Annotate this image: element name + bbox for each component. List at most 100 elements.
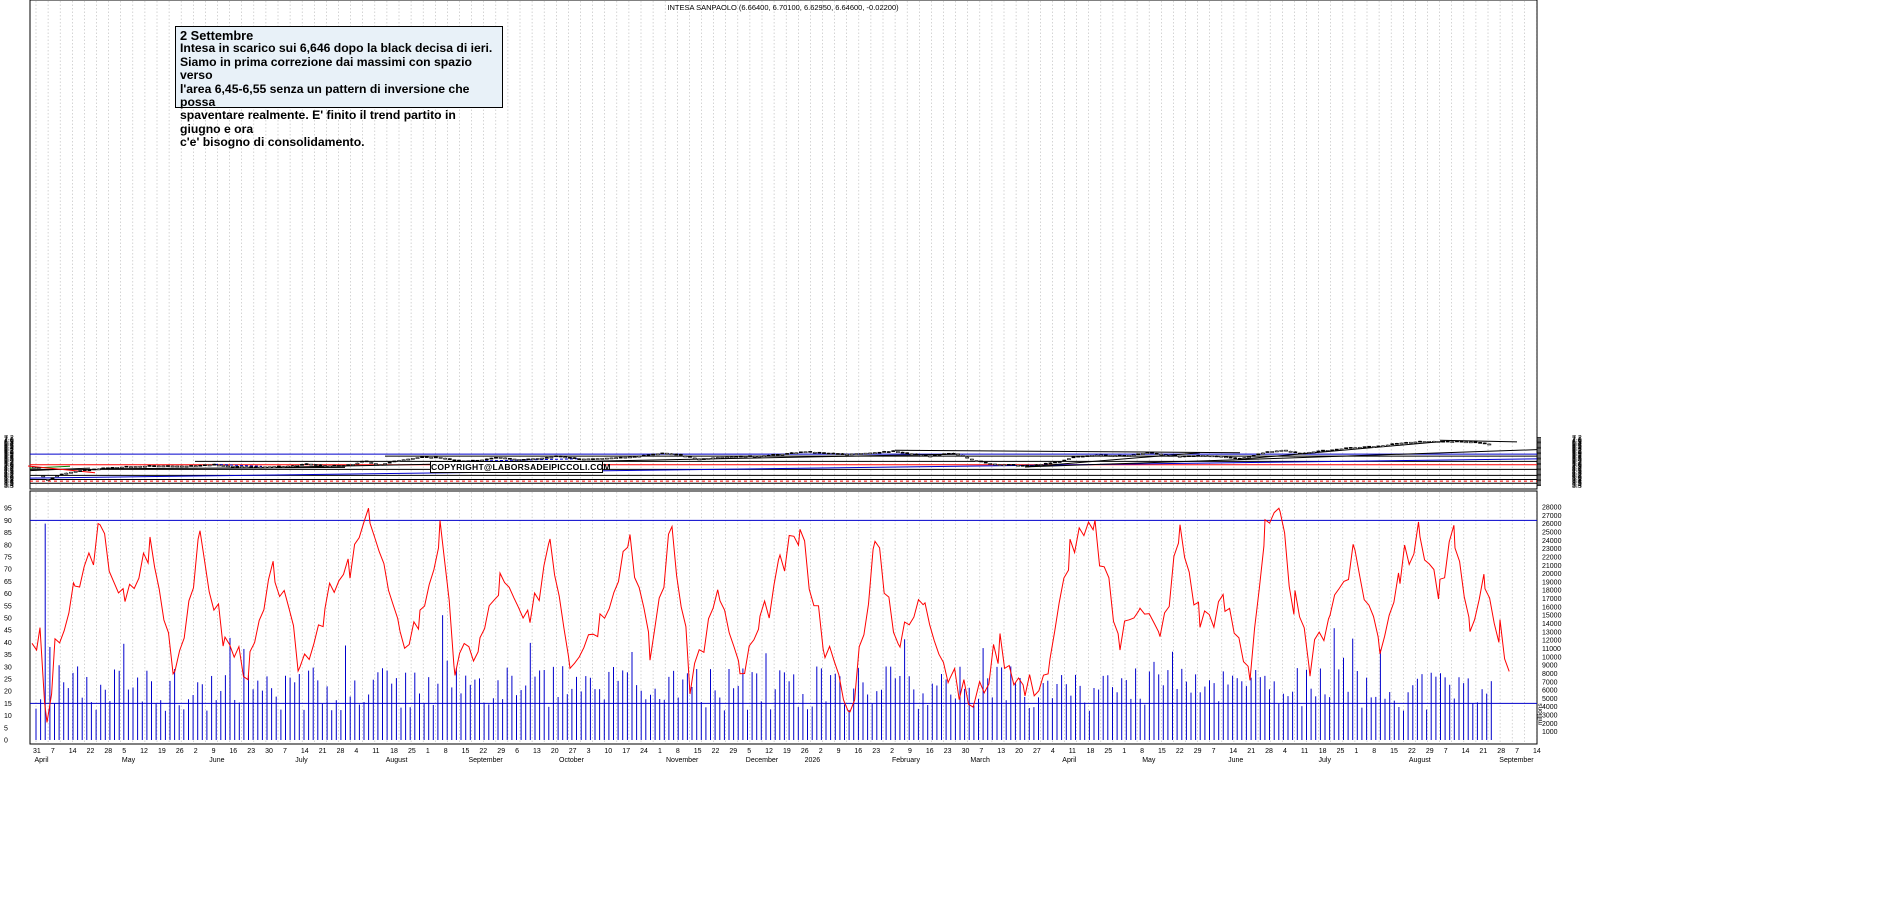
day-tick: 21: [1247, 748, 1255, 755]
candle-body: [1413, 441, 1418, 444]
day-tick: 1: [658, 748, 662, 755]
day-tick: 29: [729, 748, 737, 755]
candle-body: [979, 460, 984, 463]
day-tick: 2: [819, 748, 823, 755]
candle-body: [1251, 455, 1256, 457]
day-tick: 29: [497, 748, 505, 755]
candle-body: [166, 465, 170, 467]
candle-body: [891, 450, 896, 452]
candle-body: [1191, 455, 1196, 457]
day-tick: 22: [1176, 748, 1184, 755]
day-tick: 18: [1087, 748, 1095, 755]
month-label: April: [1062, 757, 1076, 764]
day-tick: 12: [765, 748, 773, 755]
price-tick-right: 7.0: [1572, 438, 1582, 445]
price-tick-right: 7.2: [1572, 435, 1582, 442]
oscillator-tick: 85: [4, 530, 12, 537]
candle-body: [179, 465, 184, 468]
candle-body: [1224, 456, 1228, 459]
price-tick-left: 6.2: [4, 447, 14, 454]
candle-body: [1339, 448, 1344, 451]
oscillator-tick: 60: [4, 591, 12, 598]
candle-body: [655, 453, 660, 456]
candle-body: [78, 470, 83, 472]
candle-body: [822, 452, 826, 454]
x-axis-labels: 31 7 14 22 28 5 12 19 26 2 9 16 23 30 7 14 21 28 4 11 18 25 1 8…: [33, 748, 1541, 764]
candle-body: [540, 457, 545, 460]
candle-body: [1261, 452, 1265, 455]
volume-tick: 16000: [1542, 604, 1562, 611]
candlesticks: [32, 440, 1492, 481]
price-tick-left: 5.3: [4, 458, 14, 465]
price-tick-right: 5.5: [1572, 456, 1582, 463]
candle-body: [549, 456, 554, 459]
candle-body: [1302, 452, 1307, 455]
candle-body: [734, 456, 739, 459]
day-tick: 25: [1104, 748, 1112, 755]
candle-body: [1201, 455, 1205, 457]
candle-body: [383, 463, 388, 465]
annotation-line: Intesa in scarico sui 6,646 dopo la blac…: [180, 41, 493, 56]
price-tick-right: 4.0: [1572, 474, 1582, 481]
candle-body: [1381, 445, 1385, 448]
annotation-title: 2 Settembre: [180, 28, 254, 43]
candle-body: [300, 464, 304, 466]
price-tick-right: 3.3: [1572, 483, 1582, 490]
candle-body: [1043, 462, 1048, 465]
price-tick-right: 5.9: [1572, 451, 1582, 458]
day-tick: 11: [1301, 748, 1308, 755]
price-tick-right: 5.4: [1572, 457, 1582, 464]
volume-tick: 6000: [1542, 688, 1558, 695]
day-tick: 26: [176, 748, 184, 755]
day-tick: 28: [104, 748, 112, 755]
price-tick-right: 5.0: [1572, 462, 1582, 469]
price-tick-right: 4.5: [1572, 468, 1582, 475]
candle-body: [808, 451, 813, 453]
candle-body: [1242, 457, 1247, 459]
candle-body: [997, 464, 1002, 466]
price-tick-left: 4.8: [4, 465, 14, 472]
candle-body: [1108, 455, 1113, 457]
oscillator-tick: 40: [4, 640, 12, 647]
candle-body: [143, 465, 147, 468]
candle-body: [969, 458, 974, 461]
candle-body: [1117, 454, 1122, 457]
candle-body: [1219, 455, 1224, 458]
candle-body: [993, 463, 997, 466]
trendline: [214, 463, 263, 467]
day-tick: 15: [694, 748, 702, 755]
candle-body: [688, 456, 692, 458]
candle-body: [683, 455, 688, 458]
day-tick: 13: [533, 748, 541, 755]
candle-body: [369, 462, 374, 464]
annotation-line: spaventare realmente. E' finito il trend…: [180, 108, 456, 136]
candle-body: [1395, 443, 1399, 445]
day-tick: 18: [390, 748, 398, 755]
candle-body: [332, 464, 337, 467]
volume-tick: 15000: [1542, 613, 1562, 620]
price-tick-left: 7.2: [4, 435, 14, 442]
day-tick: 2: [890, 748, 894, 755]
price-tick-left: 4.9: [4, 463, 14, 470]
price-tick-right: 6.2: [1572, 447, 1582, 454]
candle-body: [1371, 446, 1376, 448]
price-tick-left: 3.9: [4, 476, 14, 483]
candle-body: [909, 453, 914, 456]
oscillator-tick: 0: [4, 738, 8, 745]
candle-body: [1164, 454, 1168, 457]
price-tick-left: 3.3: [4, 483, 14, 490]
candle-body: [272, 466, 277, 468]
price-tick-right: 4.9: [1572, 463, 1582, 470]
candle-body: [1159, 453, 1164, 456]
candle-body: [641, 454, 646, 457]
candle-body: [1154, 453, 1159, 455]
candle-body: [798, 451, 803, 454]
day-tick: 7: [1444, 748, 1448, 755]
month-label: June: [209, 757, 224, 764]
candle-body: [235, 466, 240, 468]
candle-body: [845, 453, 850, 456]
price-tick-left: 5.6: [4, 455, 14, 462]
day-tick: 21: [319, 748, 327, 755]
candle-body: [868, 452, 873, 455]
candle-body: [1325, 450, 1330, 452]
